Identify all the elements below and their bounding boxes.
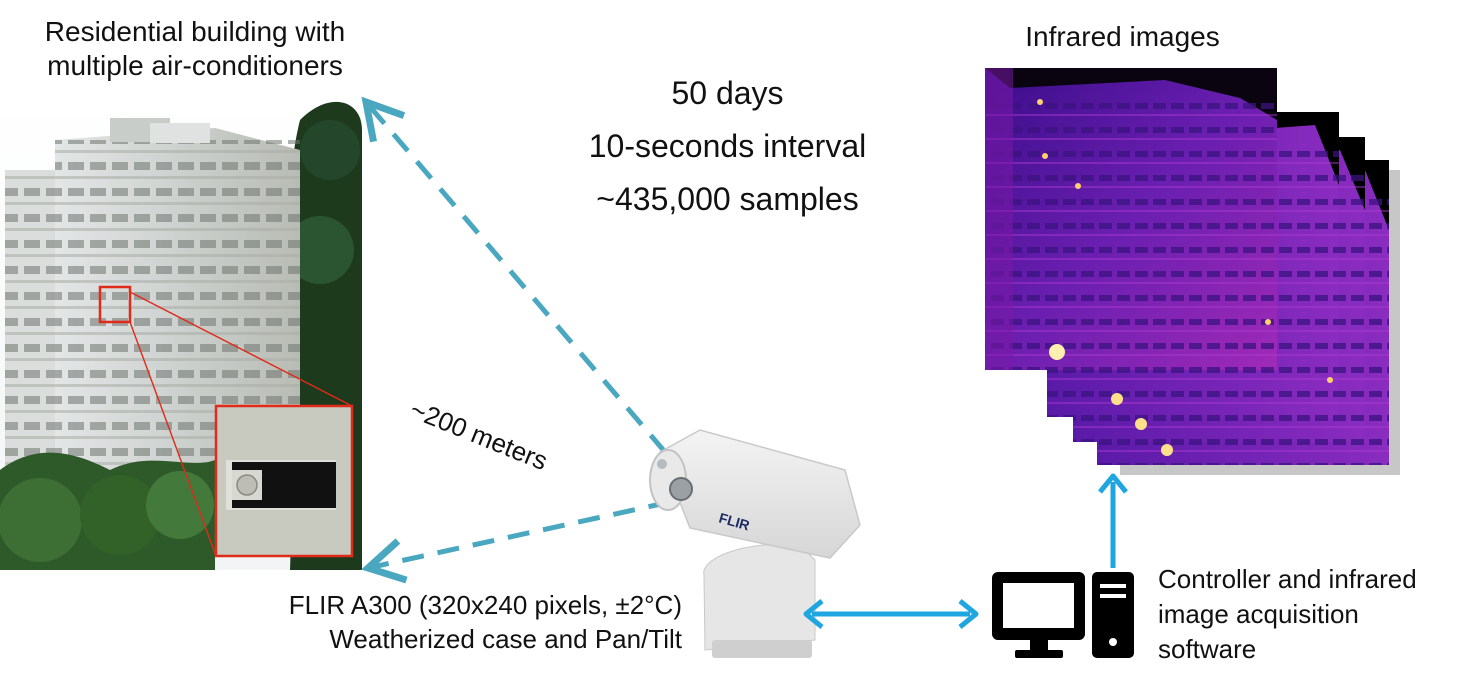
sightline-upper-arrow [361,96,667,454]
computer-caption-line3: software [1158,634,1257,664]
capture-samples: ~435,000 samples [596,181,859,217]
computer-caption-line1: Controller and infrared [1158,564,1417,594]
capture-interval: 10-seconds interval [588,128,867,164]
camera-caption-line2: Weatherized case and Pan/Tilt [329,624,682,654]
ir-frame-1 [985,68,1277,370]
ac-unit-icon [236,474,258,496]
camera-caption-line1: FLIR A300 (320x240 pixels, ±2°C) [288,590,682,620]
thermal-camera: FLIR [649,429,861,658]
building-caption-line2: multiple air-conditioners [47,50,343,81]
computer-caption: Controller and infrared image acquisitio… [1158,562,1417,667]
capture-duration: 50 days [671,75,784,111]
infrared-image-stack [985,68,1400,475]
camera-lens-icon [669,477,693,501]
capture-stats: 50 days 10-seconds interval ~435,000 sam… [545,67,910,226]
computer-icon [992,572,1134,658]
camera-caption: FLIR A300 (320x240 pixels, ±2°C) Weather… [230,588,682,656]
zoom-inset [214,404,354,558]
computer-caption-line2: image acquisition [1158,599,1359,629]
zoom-box [98,285,132,324]
computer-to-infrared-arrow [1098,473,1128,568]
camera-computer-arrow [803,599,979,629]
sightline-lower-arrow [361,499,671,584]
building-photo [0,98,362,571]
tower-pc-icon [1092,572,1134,658]
infrared-title: Infrared images [1025,21,1220,52]
building-caption-line1: Residential building with [44,16,346,47]
building-caption: Residential building with multiple air-c… [10,15,380,83]
zoom-callout [98,285,354,558]
